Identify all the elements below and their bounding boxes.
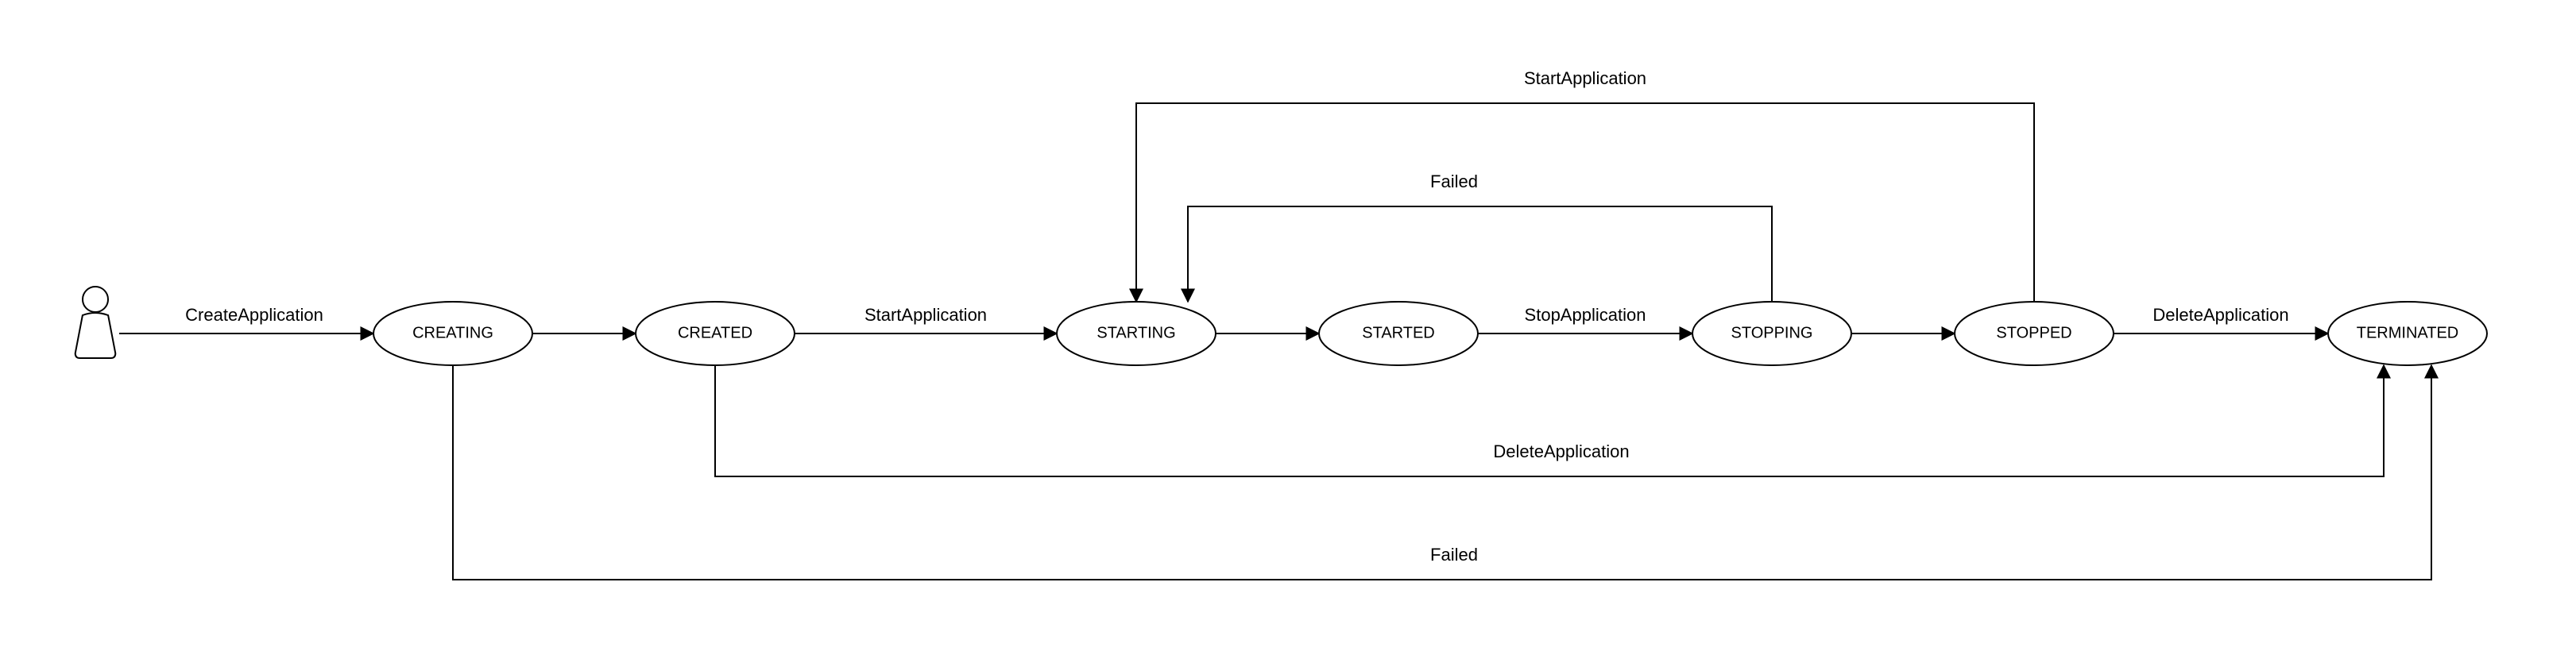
edge-label-e-start: StartApplication [864, 305, 987, 325]
edge-label-e-failed-bot: Failed [1430, 545, 1478, 565]
edge-label-e-startapp-top: StartApplication [1524, 68, 1646, 88]
state-label-started: STARTED [1362, 324, 1435, 341]
state-label-terminated: TERMINATED [2357, 324, 2459, 341]
actor-head-icon [83, 287, 108, 312]
edge-label-e-failed-top: Failed [1430, 172, 1478, 191]
state-label-stopped: STOPPED [1996, 324, 2071, 341]
state-label-created: CREATED [678, 324, 752, 341]
edge-e-startapp-top [1136, 103, 2034, 302]
actor-body-icon [75, 313, 116, 358]
edge-label-e-delete-mid: DeleteApplication [1493, 441, 1629, 461]
edge-label-e-delete: DeleteApplication [2152, 305, 2288, 325]
edge-label-e-create: CreateApplication [185, 305, 323, 325]
edge-e-failed-top [1188, 206, 1772, 302]
state-label-creating: CREATING [412, 324, 493, 341]
edge-label-e-stop: StopApplication [1525, 305, 1646, 325]
state-label-starting: STARTING [1097, 324, 1175, 341]
state-diagram: CreateApplication StartApplication StopApp… [0, 0, 2576, 667]
state-label-stopping: STOPPING [1731, 324, 1813, 341]
